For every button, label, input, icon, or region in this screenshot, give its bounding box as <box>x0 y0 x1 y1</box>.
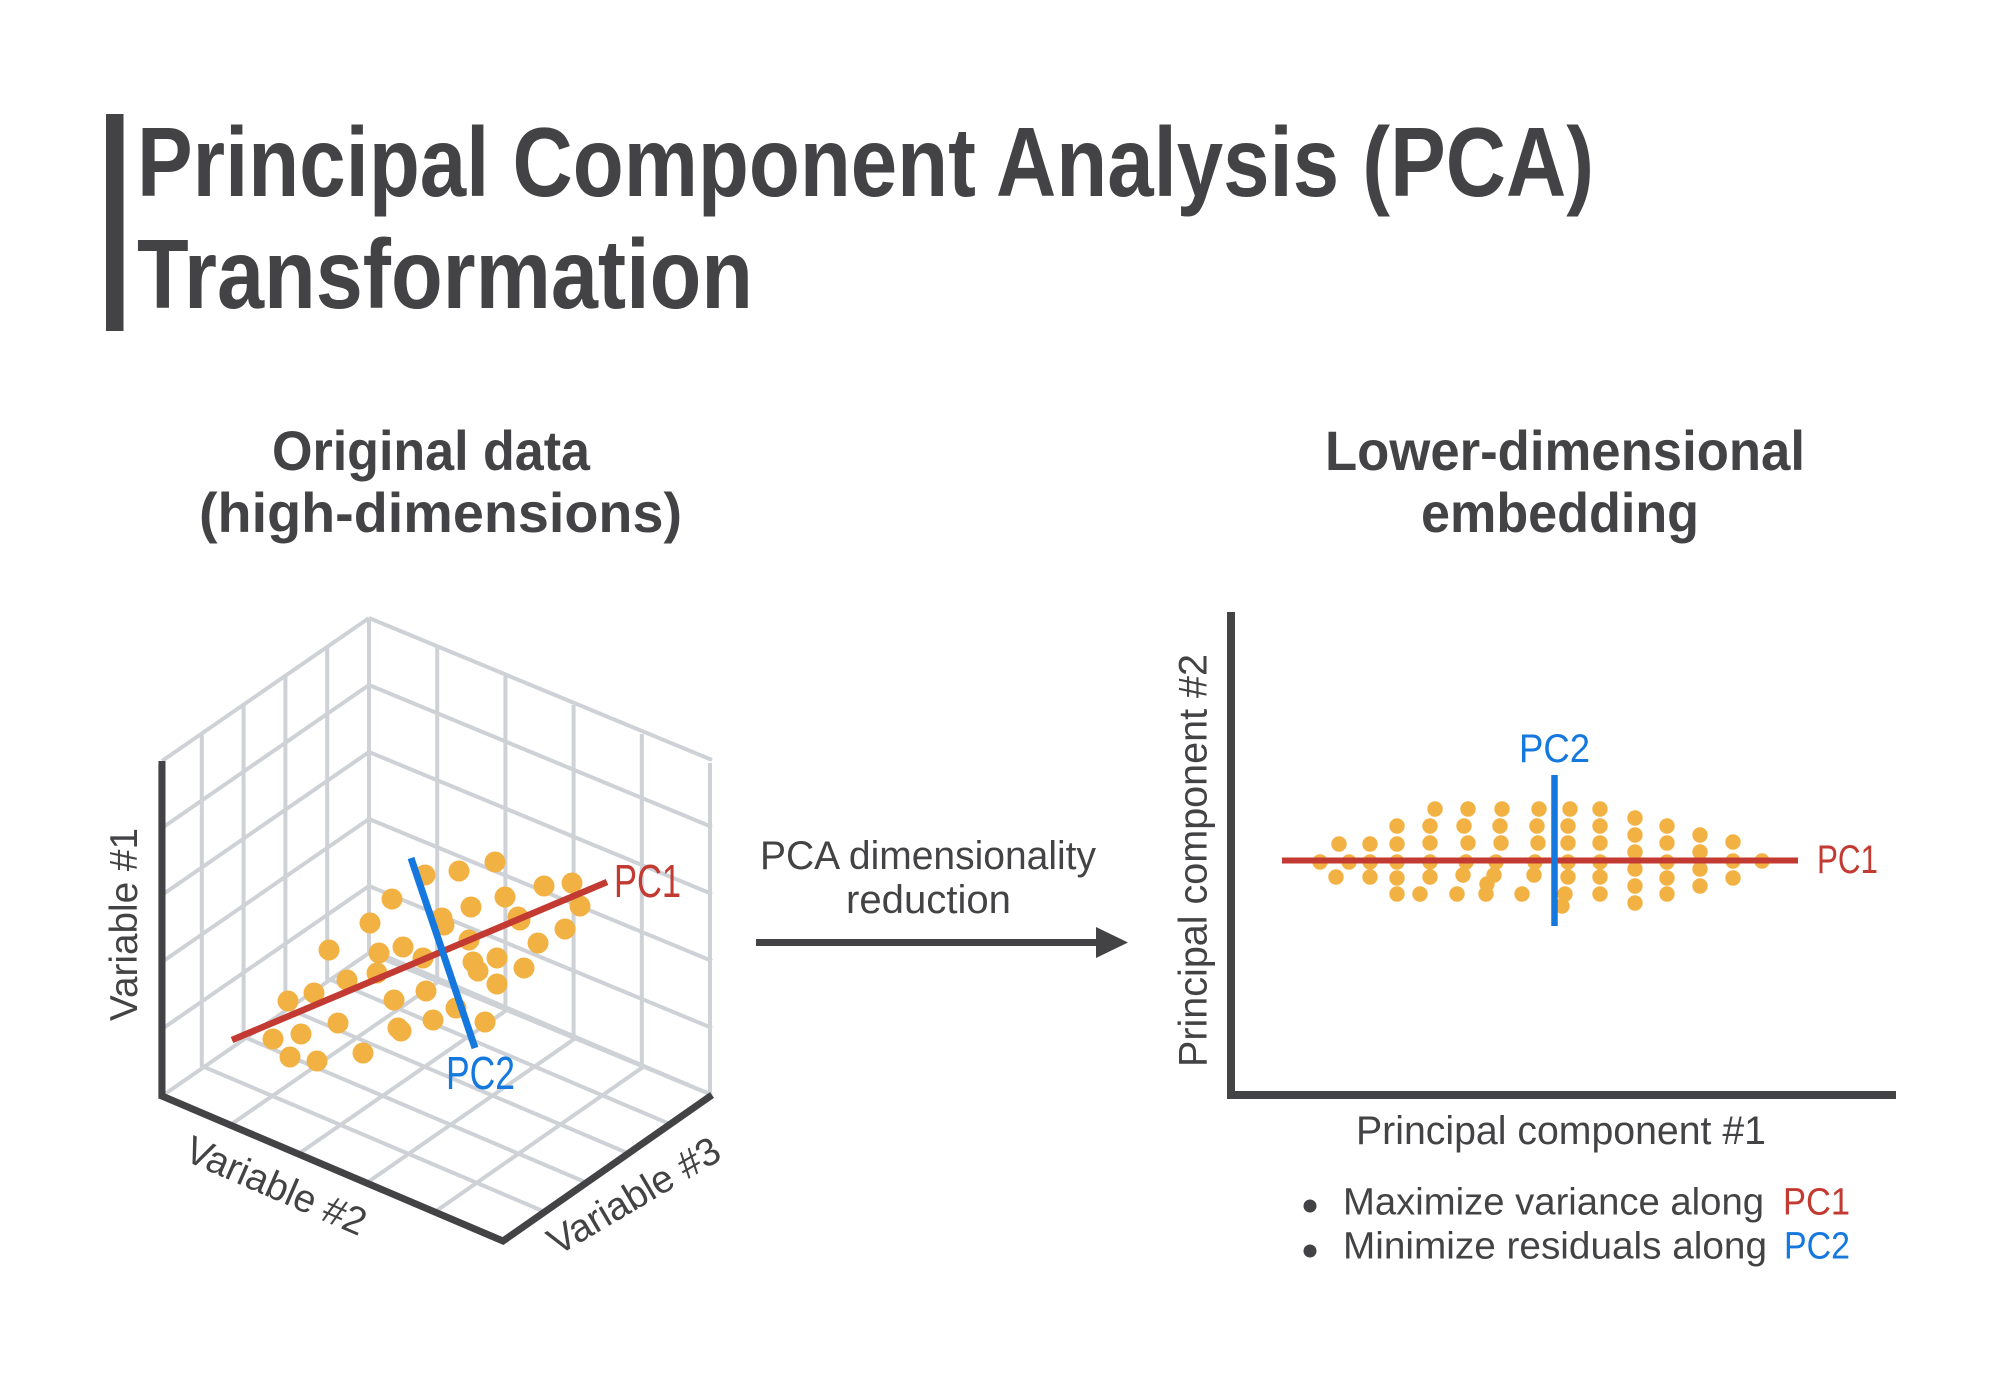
svg-text:PC2: PC2 <box>1784 1226 1850 1268</box>
svg-text:Minimize residuals along: Minimize residuals along <box>1343 1226 1767 1268</box>
svg-text:Maximize variance along: Maximize variance along <box>1343 1182 1764 1224</box>
svg-text:PC2: PC2 <box>1519 727 1590 771</box>
svg-text:PC1: PC1 <box>1783 1182 1850 1224</box>
svg-text:PC1: PC1 <box>614 855 681 907</box>
svg-text:Principal Component Analysis (: Principal Component Analysis (PCA) <box>137 107 1594 217</box>
svg-text:Transformation: Transformation <box>137 219 753 329</box>
svg-text:Variable #1: Variable #1 <box>103 828 146 1021</box>
svg-text:PCA dimensionality: PCA dimensionality <box>760 834 1096 878</box>
svg-text:Principal component #2: Principal component #2 <box>1172 654 1216 1067</box>
svg-text:Original data: Original data <box>272 419 591 482</box>
svg-text:reduction: reduction <box>846 878 1011 922</box>
svg-text:Principal component #1: Principal component #1 <box>1356 1109 1766 1153</box>
svg-text:embedding: embedding <box>1421 481 1699 544</box>
svg-text:Lower-dimensional: Lower-dimensional <box>1325 419 1805 482</box>
svg-text:PC1: PC1 <box>1817 838 1878 882</box>
svg-text:(high-dimensions): (high-dimensions) <box>199 481 682 544</box>
svg-text:PC2: PC2 <box>446 1047 515 1099</box>
